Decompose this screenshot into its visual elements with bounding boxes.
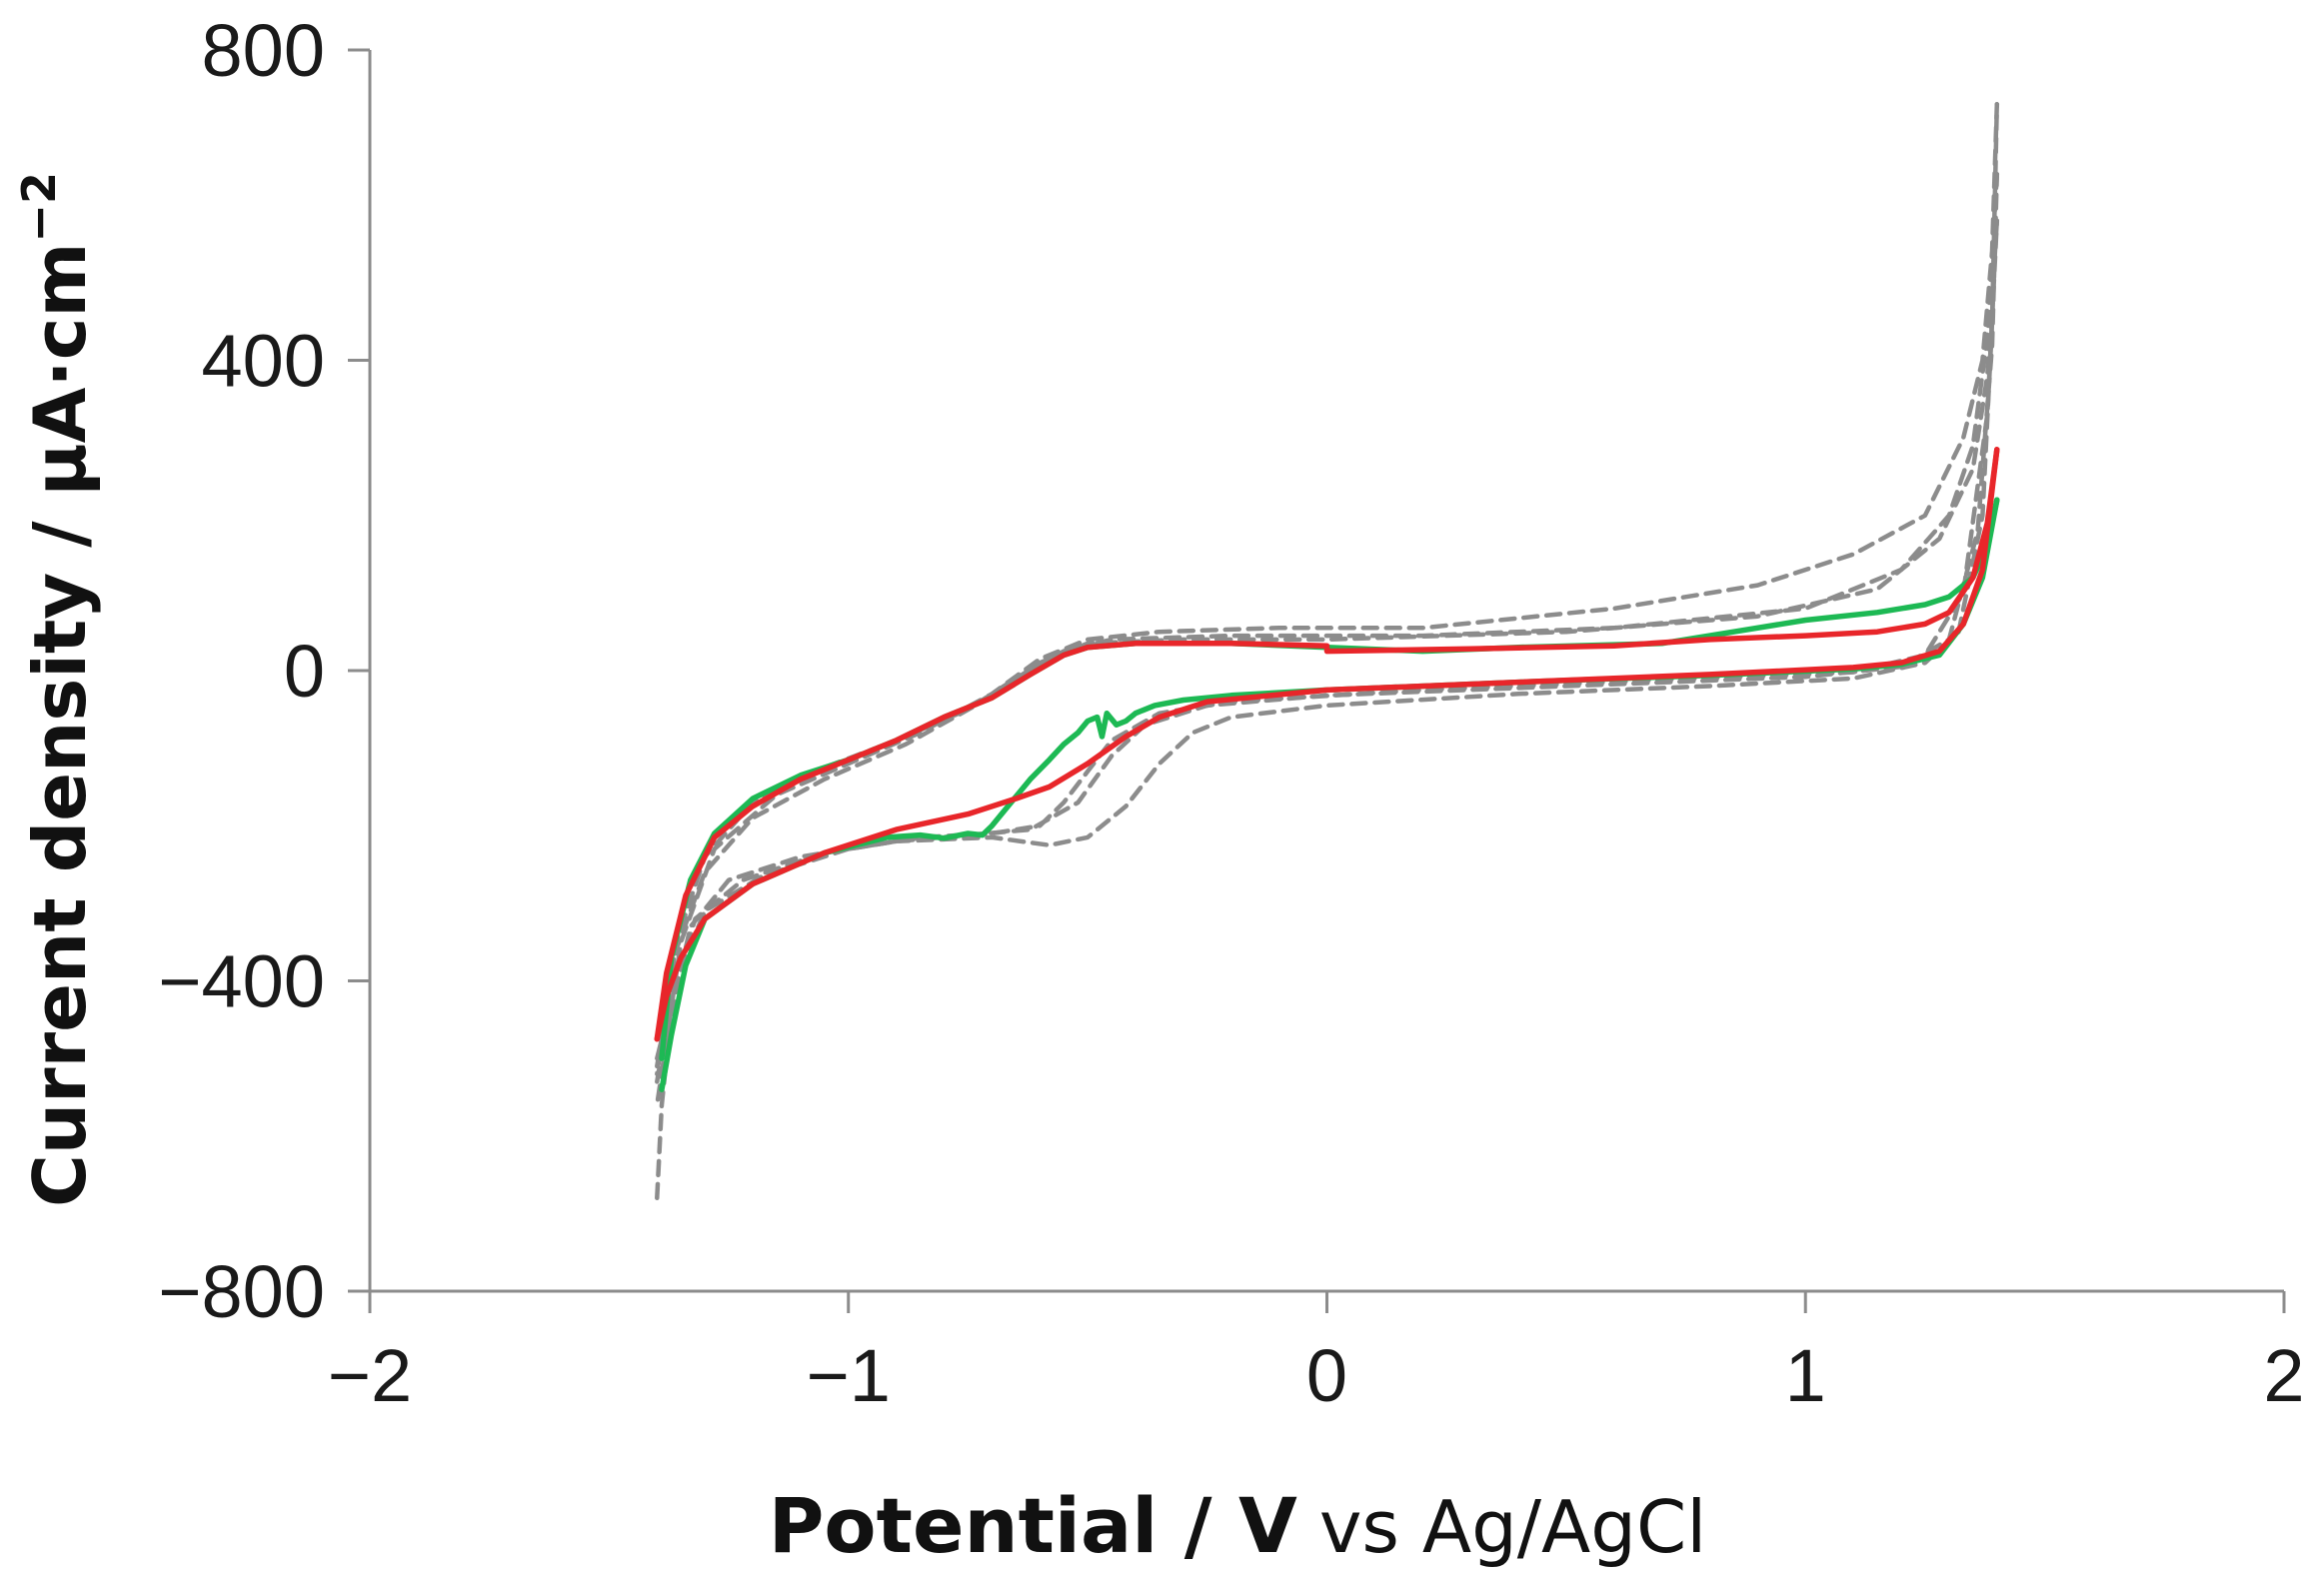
series-red-solid-cycle [654,447,2000,1042]
x-axis-title-suffix: vs Ag/AgCl [1319,1485,1706,1569]
y-tick-label: −800 [158,1250,325,1333]
x-axis-ticks: −2 −1 0 1 2 [328,1291,2305,1417]
y-axis-title: Current density / μA·cm−2 [12,172,102,1207]
x-tick-label: 2 [2263,1334,2304,1417]
series-layer [654,102,2000,1201]
x-axis-title: Potential / V vs Ag/AgCl [769,1481,1707,1570]
x-tick-label: −1 [807,1334,891,1417]
x-tick-label: 0 [1306,1334,1347,1417]
series-line-0-4 [655,218,2000,1061]
y-tick-label: 800 [202,9,325,92]
y-tick-label: 400 [202,320,325,403]
x-axis-title-main: Potential / V [769,1481,1297,1570]
y-tick-label: −400 [158,940,325,1023]
series-line-0-2 [655,171,2000,1084]
x-tick-label: −2 [328,1334,412,1417]
series-green-solid-cycle [659,497,2000,1092]
series-line-1-1 [659,497,2000,1061]
x-tick-label: 1 [1785,1334,1826,1417]
y-tick-label: 0 [284,630,325,713]
y-axis-title-superscript: −2 [12,172,66,243]
series-line-2-1 [654,447,2000,1042]
y-axis-ticks: 800 400 0 −400 −800 [158,9,370,1333]
y-axis-title-main: Current density / μA·cm [18,243,102,1207]
series-line-0-1 [655,102,2000,1107]
series-line-2-0 [654,447,2000,1042]
series-line-1-0 [659,497,2000,1092]
